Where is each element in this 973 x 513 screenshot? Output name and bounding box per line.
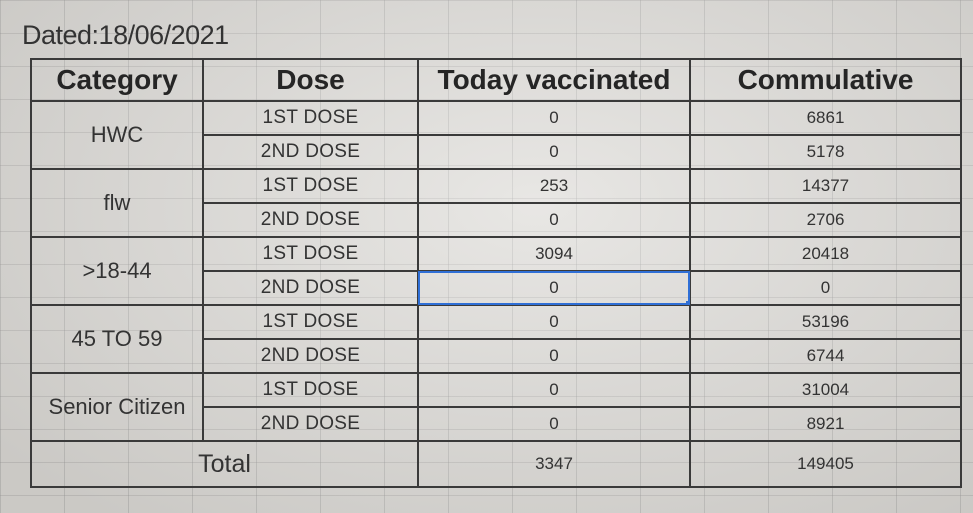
dose-cell[interactable]: 1ST DOSE [202, 304, 419, 340]
today-cell[interactable]: 0 [417, 304, 691, 340]
total-row: Total 3347 149405 [30, 440, 962, 488]
total-cumulative-cell[interactable]: 149405 [689, 440, 962, 488]
category-cell[interactable]: >18-44 [30, 236, 204, 306]
category-header[interactable]: Category [30, 58, 204, 102]
total-label[interactable]: Total [30, 440, 419, 488]
selected-today-cell[interactable]: 0 [417, 270, 691, 306]
table-row: 45 TO 59 1ST DOSE 0 53196 [30, 304, 962, 374]
cumulative-cell[interactable]: 5178 [689, 134, 962, 170]
category-cell[interactable]: flw [30, 168, 204, 238]
table-row: flw 1ST DOSE 253 14377 [30, 168, 962, 238]
dose-cell[interactable]: 2ND DOSE [202, 338, 419, 374]
cumulative-header[interactable]: Commulative [689, 58, 962, 102]
table-row: 2ND DOSE 0 6744 [31, 338, 962, 374]
dose-cell[interactable]: 2ND DOSE [202, 202, 419, 238]
table-row: 2ND DOSE 0 2706 [31, 202, 962, 238]
table-row: >18-44 1ST DOSE 3094 20418 [30, 236, 962, 306]
today-cell[interactable]: 0 [417, 202, 691, 238]
cumulative-cell[interactable]: 0 [689, 270, 962, 306]
table-row: 2ND DOSE 0 0 [31, 270, 962, 306]
vaccination-table: Category Dose Today vaccinated Commulati… [30, 58, 962, 488]
dose-cell[interactable]: 2ND DOSE [202, 134, 419, 170]
today-cell[interactable]: 253 [417, 168, 691, 204]
today-cell[interactable]: 0 [417, 338, 691, 374]
header-row: Category Dose Today vaccinated Commulati… [30, 58, 962, 102]
dose-cell[interactable]: 2ND DOSE [202, 270, 419, 306]
dose-header[interactable]: Dose [202, 58, 419, 102]
cumulative-cell[interactable]: 31004 [689, 372, 962, 408]
table-row: 2ND DOSE 0 5178 [31, 134, 962, 170]
cumulative-cell[interactable]: 20418 [689, 236, 962, 272]
cumulative-cell[interactable]: 14377 [689, 168, 962, 204]
dose-cell[interactable]: 2ND DOSE [202, 406, 419, 442]
today-cell[interactable]: 0 [417, 406, 691, 442]
date-label: Dated:18/06/2021 [22, 20, 229, 50]
table-row: HWC 1ST DOSE 0 6861 [30, 100, 962, 170]
cumulative-cell[interactable]: 53196 [689, 304, 962, 340]
today-cell[interactable]: 0 [417, 100, 691, 136]
category-cell[interactable]: 45 TO 59 [30, 304, 204, 374]
cumulative-cell[interactable]: 6861 [689, 100, 962, 136]
dose-cell[interactable]: 1ST DOSE [202, 168, 419, 204]
table-row: 2ND DOSE 0 8921 [31, 406, 962, 442]
today-cell[interactable]: 3094 [417, 236, 691, 272]
cumulative-cell[interactable]: 8921 [689, 406, 962, 442]
category-cell[interactable]: HWC [30, 100, 204, 170]
today-cell[interactable]: 0 [417, 372, 691, 408]
cumulative-cell[interactable]: 6744 [689, 338, 962, 374]
dose-cell[interactable]: 1ST DOSE [202, 100, 419, 136]
table-row: Senior Citizen 1ST DOSE 0 31004 [30, 372, 962, 442]
dose-cell[interactable]: 1ST DOSE [202, 236, 419, 272]
dose-cell[interactable]: 1ST DOSE [202, 372, 419, 408]
today-cell[interactable]: 0 [417, 134, 691, 170]
category-cell[interactable]: Senior Citizen [30, 372, 204, 442]
total-today-cell[interactable]: 3347 [417, 440, 691, 488]
cumulative-cell[interactable]: 2706 [689, 202, 962, 238]
today-vaccinated-header[interactable]: Today vaccinated [417, 58, 691, 102]
